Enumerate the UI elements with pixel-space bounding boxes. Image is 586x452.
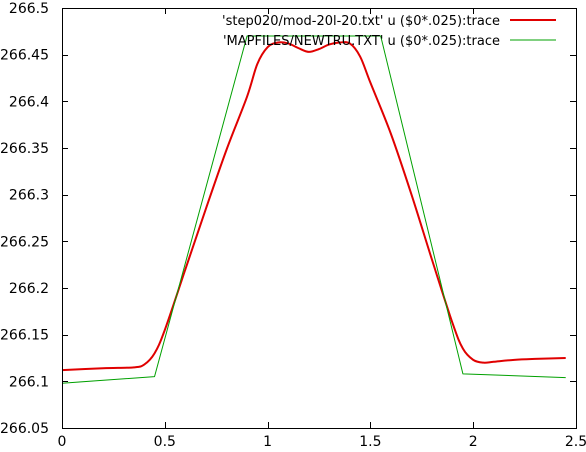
x-tick-label: 1.5 [359, 434, 381, 450]
y-tick-label: 266.05 [0, 421, 49, 437]
y-tick-label: 266.4 [9, 94, 49, 110]
series-line-1 [61, 41, 566, 372]
legend: 'step020/mod-20l-20.txt' u ($0*.025):tra… [222, 14, 556, 49]
y-tick-label: 266.3 [9, 188, 49, 204]
y-tick-label: 266.25 [0, 234, 49, 250]
series-layer [61, 35, 566, 384]
series-line-2 [61, 35, 566, 384]
y-tick-label: 266.45 [0, 48, 49, 64]
x-tick-label: 0.5 [154, 434, 176, 450]
x-tick-label: 1 [263, 434, 272, 450]
legend-label-2: 'MAPFILES/NEWTRU.TXT' u ($0*.025):trace [223, 34, 500, 49]
y-tick-label: 266.2 [9, 281, 49, 297]
y-tick-label: 266.5 [9, 1, 49, 17]
y-tick-label: 266.35 [0, 141, 49, 157]
plot-frame [62, 8, 577, 429]
x-tick-label: 0 [58, 434, 67, 450]
y-tick-label: 266.1 [9, 374, 49, 390]
y-tick-label: 266.15 [0, 328, 49, 344]
x-tick-label: 2.5 [565, 434, 586, 450]
legend-label-1: 'step020/mod-20l-20.txt' u ($0*.025):tra… [222, 14, 500, 29]
x-tick-label: 2 [469, 434, 478, 450]
